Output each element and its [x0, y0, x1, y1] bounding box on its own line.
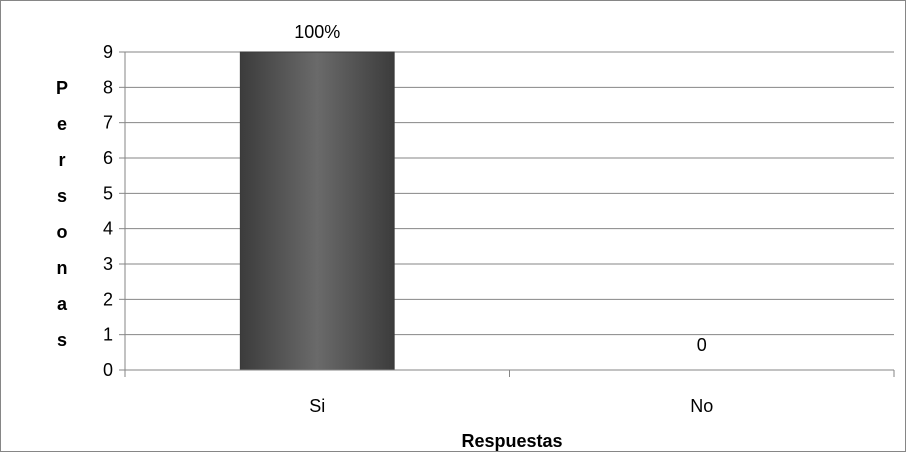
bars [239, 51, 395, 371]
y-axis-title-letter: n [57, 258, 68, 278]
y-tick-labels: 0 1 2 3 4 5 6 7 8 9 [103, 42, 113, 380]
data-label: 0 [697, 335, 707, 355]
x-tick-label: Si [309, 396, 325, 416]
y-axis-title-letter: s [57, 186, 67, 206]
y-axis-title-letter: e [57, 114, 67, 134]
axes [119, 51, 895, 377]
y-tick-label: 3 [103, 254, 113, 274]
x-tick-label: No [690, 396, 713, 416]
bar-si [239, 51, 395, 371]
y-tick-label: 2 [103, 289, 113, 309]
y-axis-title-letter: r [58, 150, 65, 170]
y-tick-label: 9 [103, 42, 113, 62]
x-axis-title: Respuestas [461, 431, 562, 451]
y-tick-label: 5 [103, 183, 113, 203]
y-tick-label: 8 [103, 77, 113, 97]
y-tick-label: 1 [103, 325, 113, 345]
x-tick-labels: Si No [309, 396, 713, 416]
y-tick-label: 7 [103, 113, 113, 133]
y-axis-title-letter: o [57, 222, 68, 242]
y-axis-title-letter: P [56, 78, 68, 98]
y-tick-label: 0 [103, 360, 113, 380]
data-labels: 100% 0 [294, 22, 707, 355]
y-tick-label: 4 [103, 219, 113, 239]
y-tick-label: 6 [103, 148, 113, 168]
y-axis-title-letter: a [57, 294, 68, 314]
y-axis-title-letter: s [57, 330, 67, 350]
data-label: 100% [294, 22, 340, 42]
